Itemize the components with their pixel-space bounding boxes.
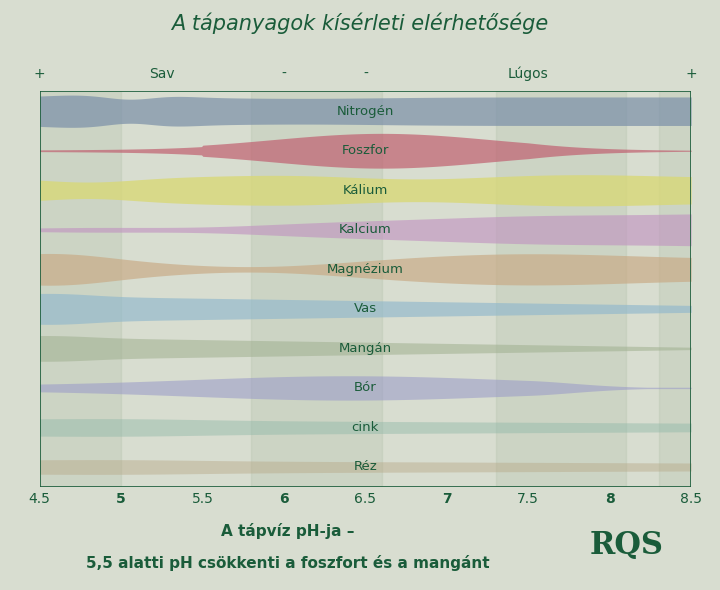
Text: Foszfor: Foszfor (342, 144, 389, 158)
Text: Vas: Vas (354, 302, 377, 316)
Bar (496, 91, 626, 487)
Text: Mangán: Mangán (339, 342, 392, 355)
Text: cink: cink (351, 421, 379, 434)
Text: -: - (363, 67, 368, 81)
Bar (659, 91, 691, 487)
Text: -: - (282, 67, 287, 81)
Text: Kalcium: Kalcium (339, 223, 392, 237)
Text: A tápvíz pH-ja –: A tápvíz pH-ja – (221, 523, 355, 539)
Text: Nitrogén: Nitrogén (337, 104, 394, 118)
Text: Réz: Réz (354, 460, 377, 474)
Text: 5,5 alatti pH csökkenti a foszfort és a mangánt: 5,5 alatti pH csökkenti a foszfort és a … (86, 555, 490, 572)
Text: A tápanyagok kísérleti elérhetősége: A tápanyagok kísérleti elérhetősége (171, 13, 549, 34)
Text: Lúgos: Lúgos (508, 67, 549, 81)
Text: Sav: Sav (149, 67, 174, 81)
Text: RQS: RQS (590, 530, 663, 561)
Text: Magnézium: Magnézium (327, 263, 404, 276)
Text: +: + (34, 67, 45, 81)
Bar (40, 91, 121, 487)
Text: Kálium: Kálium (343, 183, 388, 197)
Bar (251, 91, 382, 487)
Text: +: + (685, 67, 697, 81)
Text: Bór: Bór (354, 381, 377, 395)
